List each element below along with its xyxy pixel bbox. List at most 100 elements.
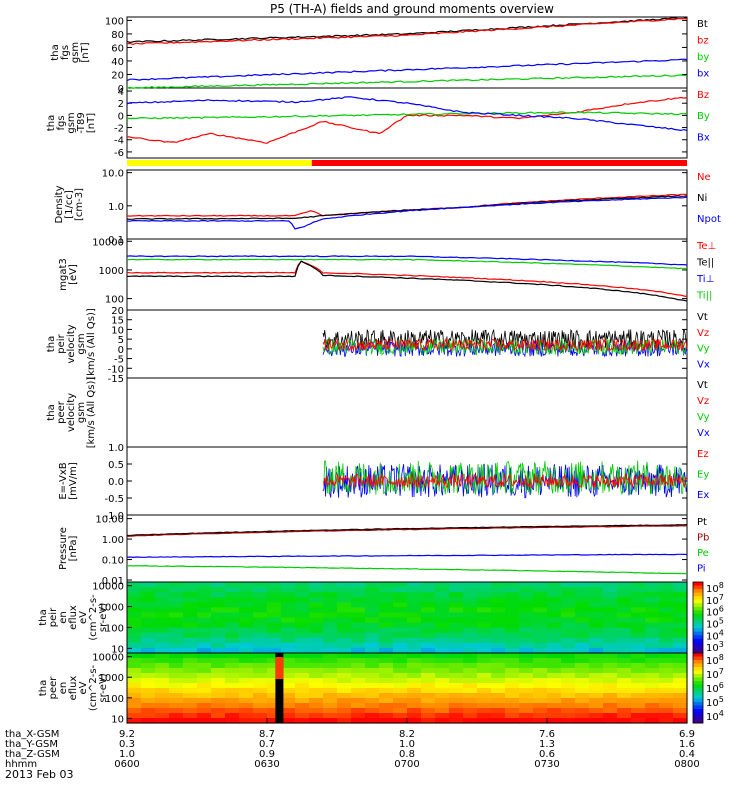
spectrogram-cell bbox=[435, 663, 450, 669]
spectrogram-cell bbox=[673, 627, 688, 634]
spectrogram-cell bbox=[421, 632, 436, 639]
spectrogram-cell bbox=[295, 597, 310, 603]
y-axis-label: [cm-3] bbox=[74, 188, 85, 221]
spectrogram-cell bbox=[323, 668, 338, 674]
legend-entry: Pb bbox=[697, 533, 709, 544]
spectrogram-cell bbox=[589, 693, 604, 699]
series-fgs-bx bbox=[126, 58, 688, 82]
colorbar-tick-label: 106 bbox=[706, 681, 724, 695]
spectrogram-cell bbox=[505, 703, 520, 709]
y-tick-label: 1.0 bbox=[108, 443, 124, 454]
x-axis-value: 1.6 bbox=[679, 739, 695, 750]
spectrogram-cell bbox=[225, 617, 240, 624]
y-tick-label: 10 bbox=[111, 325, 124, 336]
spectrogram-cell bbox=[281, 703, 296, 709]
spectrogram-cell bbox=[337, 703, 352, 709]
spectrogram-cell bbox=[323, 718, 338, 724]
spectrogram-cell bbox=[351, 592, 366, 598]
spectrogram-cell bbox=[183, 708, 198, 714]
series-temperature-Ti|| bbox=[126, 258, 688, 270]
spectrogram-cell bbox=[673, 602, 688, 608]
spectrogram-cell bbox=[463, 627, 478, 634]
y-tick-label: 1.00 bbox=[102, 535, 124, 546]
spectrogram-cell bbox=[477, 678, 492, 684]
spectrogram-cell bbox=[127, 653, 142, 659]
spectrogram-cell bbox=[155, 653, 170, 659]
spectrogram-cell bbox=[519, 688, 534, 694]
spectrogram-cell bbox=[155, 647, 170, 654]
x-axis-value: 0730 bbox=[534, 759, 559, 770]
spectrogram-cell bbox=[631, 607, 646, 614]
spectrogram-cell bbox=[211, 582, 226, 588]
spectrogram-cell bbox=[435, 587, 450, 593]
spectrogram-cell bbox=[421, 617, 436, 624]
spectrogram-cell bbox=[645, 708, 660, 714]
spectrogram-cell bbox=[253, 653, 268, 659]
spectrogram-cell bbox=[141, 632, 156, 639]
spectrogram-cell bbox=[617, 587, 632, 593]
spectrogram-cell bbox=[645, 713, 660, 719]
spectrogram-cell bbox=[533, 668, 548, 674]
spectrogram-cell bbox=[659, 607, 674, 614]
spectrogram-cell bbox=[169, 637, 184, 644]
spectrogram-cell bbox=[463, 658, 478, 664]
spectrogram-cell bbox=[659, 617, 674, 624]
spectrogram-cell bbox=[225, 703, 240, 709]
spectrogram-cell bbox=[323, 708, 338, 714]
spectrogram-cell bbox=[267, 708, 282, 714]
spectrogram-cell bbox=[519, 587, 534, 593]
spectrogram-cell bbox=[365, 703, 380, 709]
spectrogram-cell bbox=[463, 582, 478, 588]
spectrogram-cell bbox=[589, 622, 604, 629]
spectrogram-cell bbox=[603, 617, 618, 624]
spectrogram-cell bbox=[169, 587, 184, 593]
spectrogram-cell bbox=[211, 592, 226, 598]
spectrogram-cell bbox=[603, 698, 618, 704]
spectrogram-cell bbox=[225, 587, 240, 593]
spectrogram-cell bbox=[197, 673, 212, 679]
spectrogram-cell bbox=[197, 612, 212, 619]
spectrogram-cell bbox=[169, 678, 184, 684]
spectrogram-cell bbox=[421, 668, 436, 674]
spectrogram-cell bbox=[659, 632, 674, 639]
spectrogram-cell bbox=[589, 718, 604, 724]
spectrogram-cell bbox=[407, 612, 422, 619]
spectrogram-cell bbox=[589, 592, 604, 598]
spectrogram-cell bbox=[575, 632, 590, 639]
y-axis-label: Pressure bbox=[58, 527, 69, 570]
spectrogram-cell bbox=[505, 647, 520, 654]
spectrogram-cell bbox=[659, 713, 674, 719]
spectrogram-cell bbox=[379, 668, 394, 674]
spectrogram-cell bbox=[435, 607, 450, 614]
spectrogram-cell bbox=[449, 703, 464, 709]
spectrogram-cell bbox=[547, 607, 562, 614]
spectrogram-cell bbox=[323, 602, 338, 608]
spectrogram-cell bbox=[351, 602, 366, 608]
spectrogram-cell bbox=[197, 597, 212, 603]
spectrogram-cell bbox=[351, 703, 366, 709]
spectrogram-cell bbox=[127, 627, 142, 634]
spectrogram-cell bbox=[379, 698, 394, 704]
spectrogram-cell bbox=[631, 637, 646, 644]
spectrogram-cell bbox=[435, 617, 450, 624]
spectrogram-cell bbox=[239, 698, 254, 704]
spectrogram-cell bbox=[393, 642, 408, 649]
series-temperature-Te⊥ bbox=[126, 260, 688, 298]
spectrogram-cell bbox=[393, 688, 408, 694]
spectrogram-cell bbox=[603, 718, 618, 724]
colorbar-cell bbox=[693, 649, 703, 654]
spectrogram-cell bbox=[449, 668, 464, 674]
y-axis-label: fgs bbox=[56, 115, 67, 130]
spectrogram-cell bbox=[673, 617, 688, 624]
spectrogram-cell bbox=[155, 658, 170, 664]
colorbar-cell bbox=[693, 617, 703, 622]
spectrogram-cell bbox=[183, 683, 198, 689]
spectrogram-cell bbox=[407, 582, 422, 588]
y-axis-label: [nPa] bbox=[68, 535, 79, 561]
spectrogram-cell bbox=[631, 587, 646, 593]
spectrogram-cell bbox=[197, 582, 212, 588]
spectrogram-cell bbox=[435, 713, 450, 719]
spectrogram-cell bbox=[127, 688, 142, 694]
